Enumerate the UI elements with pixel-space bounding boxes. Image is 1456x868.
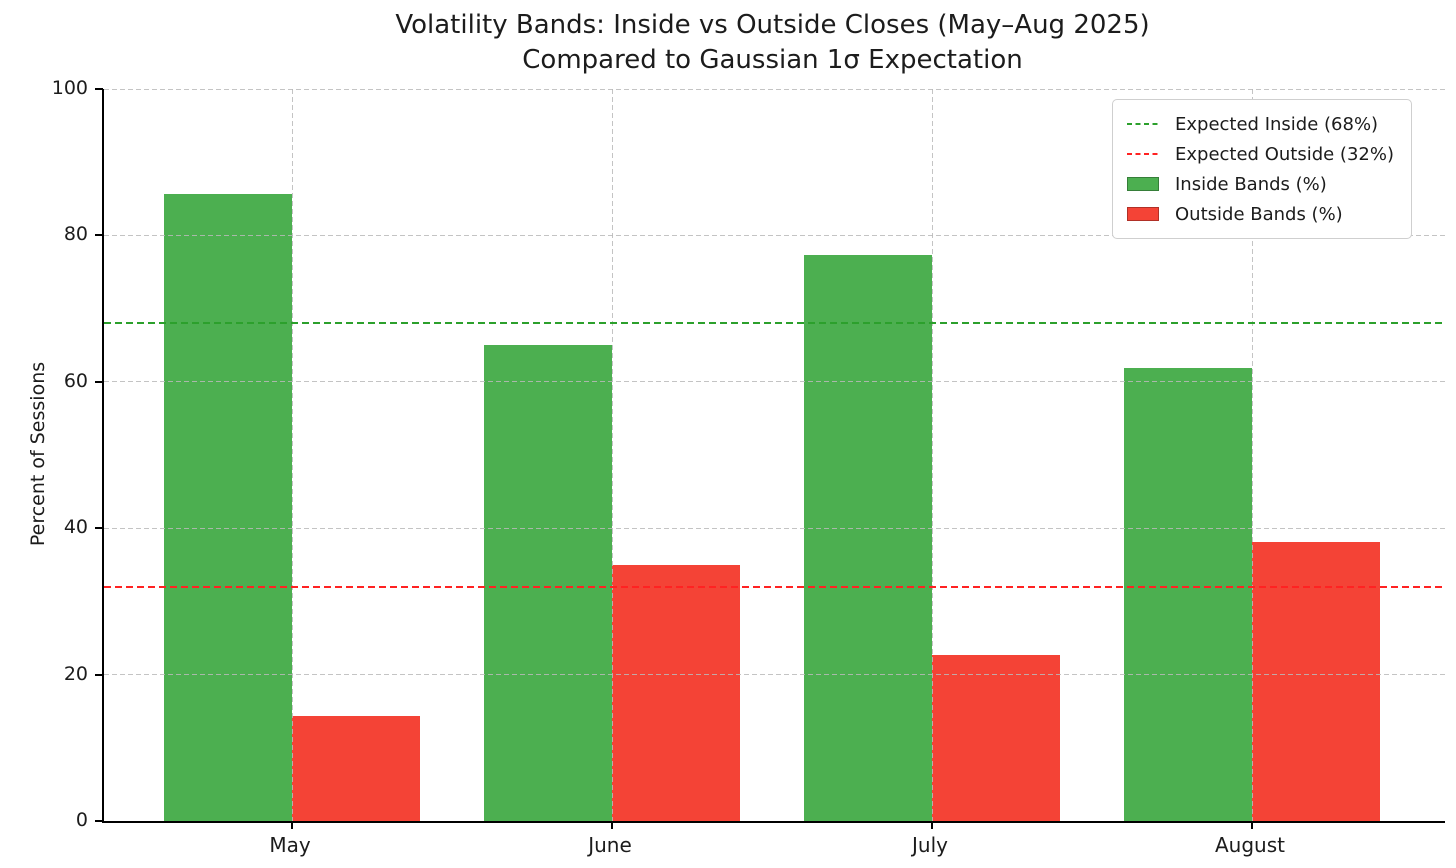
h-gridline-80 [104, 234, 1445, 236]
chart-title: Volatility Bands: Inside vs Outside Clos… [102, 8, 1443, 78]
y-tick-label-100: 100 [51, 77, 88, 99]
x-tick-label-August: August [1215, 833, 1285, 857]
y-tick-label-60: 60 [63, 369, 88, 392]
y-tick-mark-20 [95, 673, 103, 676]
v-gridline-June [611, 89, 613, 821]
bar-july-inside [804, 255, 932, 821]
y-tick-label-0: 0 [75, 809, 88, 831]
bar-june-outside [612, 564, 740, 821]
v-gridline-July [931, 89, 933, 821]
legend-label: Expected Inside (68%) [1175, 113, 1379, 135]
x-tick-label-July: July [912, 833, 948, 857]
x-tick-mark-June [611, 821, 613, 829]
legend-dashed-line-sample [1127, 153, 1159, 155]
bar-august-outside [1252, 542, 1380, 821]
legend-color-patch [1127, 207, 1159, 221]
legend-dashed-line-sample [1127, 123, 1159, 125]
legend-item-1: Expected Inside (68%) [1127, 109, 1397, 139]
h-gridline-20 [104, 674, 1445, 676]
bar-june-inside [484, 345, 612, 821]
plot-area: Expected Inside (68%) Expected Outside (3… [95, 88, 1445, 829]
x-tick-mark-May [291, 821, 293, 829]
x-tick-mark-July [931, 821, 933, 829]
v-gridline-May [291, 89, 293, 821]
chart-title-line-1: Volatility Bands: Inside vs Outside Clos… [395, 10, 1150, 40]
legend-label: Inside Bands (%) [1175, 173, 1327, 195]
legend: Expected Inside (68%) Expected Outside (3… [1112, 99, 1412, 239]
bar-august-inside [1124, 367, 1252, 821]
y-tick-mark-80 [95, 234, 103, 237]
legend-color-patch [1127, 177, 1159, 191]
legend-item-4: Outside Bands (%) [1127, 199, 1397, 229]
h-gridline-40 [104, 527, 1445, 529]
x-tick-label-June: June [588, 833, 632, 857]
legend-item-3: Inside Bands (%) [1127, 169, 1397, 199]
y-tick-label-20: 20 [63, 662, 88, 685]
v-gridline-August [1251, 89, 1253, 821]
y-tick-mark-100 [95, 88, 103, 90]
y-tick-label-80: 80 [63, 223, 88, 246]
bar-july-outside [932, 654, 1060, 821]
y-tick-mark-40 [95, 527, 103, 530]
bar-may-inside [164, 193, 292, 821]
legend-item-2: Expected Outside (32%) [1127, 139, 1397, 169]
legend-label: Expected Outside (32%) [1175, 143, 1394, 165]
expected-inside-line [104, 322, 1445, 325]
x-tick-mark-August [1251, 821, 1253, 829]
x-tick-label-May: May [269, 833, 311, 857]
legend-label: Outside Bands (%) [1175, 203, 1343, 225]
bar-may-outside [292, 716, 420, 821]
expected-outside-line [104, 585, 1445, 588]
y-tick-label-40: 40 [63, 516, 88, 539]
y-tick-mark-0 [95, 820, 103, 822]
h-gridline-60 [104, 381, 1445, 383]
chart-title-line-2: Compared to Gaussian 1σ Expectation [522, 45, 1023, 75]
h-gridline-100 [104, 88, 1445, 90]
y-tick-mark-60 [95, 380, 103, 383]
